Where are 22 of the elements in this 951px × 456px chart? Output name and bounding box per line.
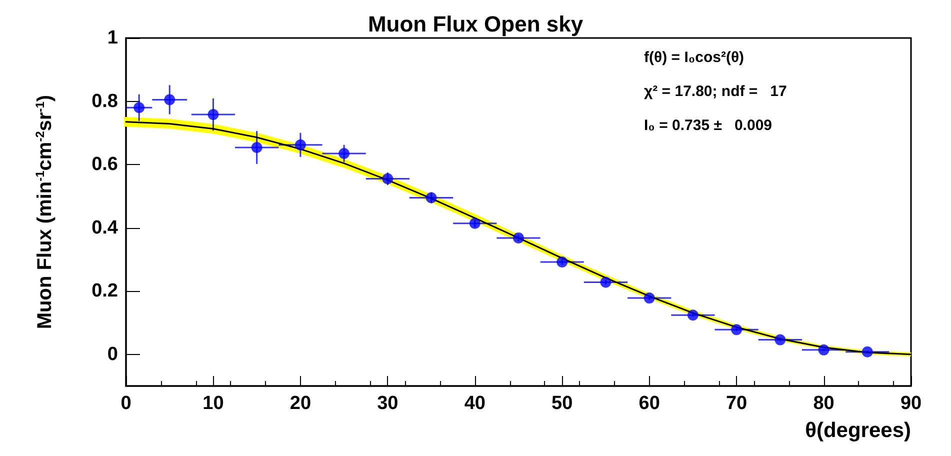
y-axis-title: Muon Flux (min-1cm-2sr-1) [33, 94, 56, 330]
y-tick-label: 0.4 [92, 217, 118, 238]
annotation: f(θ) = I₀cos²(θ) [644, 49, 744, 66]
y-tick-label: 0.8 [92, 90, 118, 112]
y-tick-label: 0.6 [92, 154, 118, 176]
y-tick-label: 1 [107, 28, 118, 48]
annotation: I₀ = 0.735 ± 0.009 [644, 117, 772, 134]
x-tick-label: 50 [552, 393, 573, 414]
x-tick-label: 20 [290, 393, 312, 414]
annotation: χ² = 17.80; ndf = 17 [644, 83, 787, 100]
x-tick-label: 80 [813, 393, 834, 414]
y-tick-label: 0.2 [92, 280, 118, 302]
x-tick-label: 90 [900, 393, 922, 414]
x-tick-label: 60 [638, 393, 660, 414]
x-tick-label: 30 [377, 393, 398, 414]
x-axis-title: θ(degrees) [805, 419, 911, 442]
chart-title: Muon Flux Open sky [368, 12, 584, 36]
y-tick-label: 0 [107, 344, 118, 365]
x-tick-label: 70 [726, 393, 748, 414]
x-tick-label: 10 [202, 393, 224, 414]
x-tick-label: 40 [464, 393, 486, 414]
x-tick-label: 0 [120, 393, 132, 414]
